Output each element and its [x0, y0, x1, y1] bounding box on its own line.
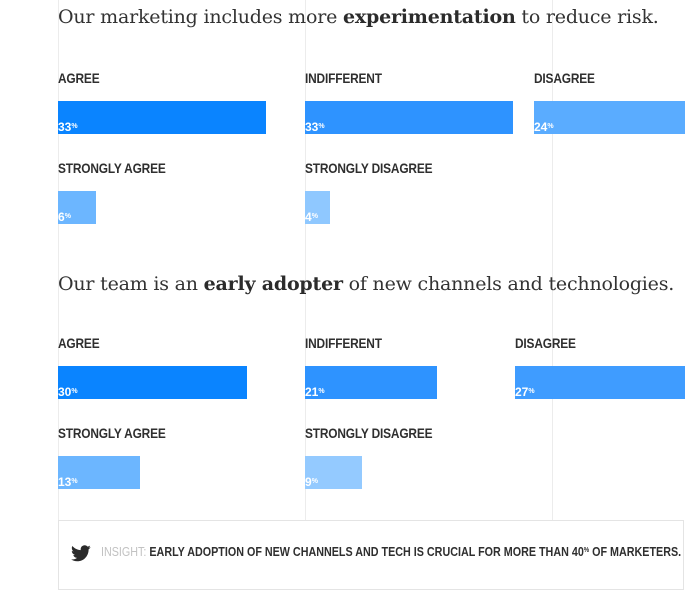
- insight-percent-sign: %: [583, 547, 590, 554]
- bar: 30%: [58, 366, 247, 399]
- title-part: Our team is an: [58, 273, 204, 295]
- chart-title: Our marketing includes more experimentat…: [58, 6, 659, 28]
- category-label: DISAGREE: [515, 335, 576, 351]
- value-label: 9%: [305, 475, 318, 489]
- insight-body: EARLY ADOPTION OF NEW CHANNELS AND TECH …: [146, 545, 584, 559]
- insight-box: INSIGHT: EARLY ADOPTION OF NEW CHANNELS …: [58, 520, 684, 590]
- value-unit: %: [71, 123, 78, 130]
- insight-label: INSIGHT:: [101, 545, 147, 559]
- value-unit: %: [311, 213, 318, 220]
- value-unit: %: [71, 478, 78, 485]
- title-part: of new channels and technologies.: [342, 273, 675, 295]
- value-label: 4%: [305, 210, 318, 224]
- value-label: 27%: [515, 385, 535, 399]
- chart-title: Our team is an early adopter of new chan…: [58, 273, 674, 295]
- value-unit: %: [64, 213, 71, 220]
- guide-line-right: [552, 0, 553, 576]
- value-label: 6%: [58, 210, 71, 224]
- category-label: STRONGLY DISAGREE: [305, 425, 433, 441]
- value-unit: %: [71, 388, 78, 395]
- insight-text: INSIGHT: EARLY ADOPTION OF NEW CHANNELS …: [101, 545, 681, 559]
- guide-line-middle: [305, 0, 306, 576]
- bar: 24%: [534, 101, 685, 134]
- title-emphasis: early adopter: [203, 273, 343, 295]
- value-label: 30%: [58, 385, 78, 399]
- category-label: DISAGREE: [534, 70, 595, 86]
- twitter-icon[interactable]: [71, 545, 91, 562]
- bar: 9%: [305, 456, 362, 489]
- value-unit: %: [318, 388, 325, 395]
- category-label: AGREE: [58, 335, 100, 351]
- value-unit: %: [318, 123, 325, 130]
- category-label: STRONGLY AGREE: [58, 160, 166, 176]
- category-label: STRONGLY DISAGREE: [305, 160, 433, 176]
- category-label: STRONGLY AGREE: [58, 425, 166, 441]
- value-unit: %: [547, 123, 554, 130]
- value-unit: %: [311, 478, 318, 485]
- value-label: 13%: [58, 475, 78, 489]
- bar: 33%: [58, 101, 266, 134]
- value-label: 33%: [305, 120, 325, 134]
- bar: 27%: [515, 366, 685, 399]
- bar: 13%: [58, 456, 140, 489]
- title-part: Our marketing includes more: [58, 6, 343, 28]
- value-label: 33%: [58, 120, 78, 134]
- category-label: AGREE: [58, 70, 100, 86]
- bar: 6%: [58, 191, 96, 224]
- title-emphasis: experimentation: [342, 6, 516, 28]
- guide-line-left: [58, 0, 59, 576]
- category-label: INDIFFERENT: [305, 335, 382, 351]
- value-unit: %: [528, 388, 535, 395]
- bar: 21%: [305, 366, 437, 399]
- bar: 4%: [305, 191, 330, 224]
- category-label: INDIFFERENT: [305, 70, 382, 86]
- value-label: 24%: [534, 120, 554, 134]
- value-label: 21%: [305, 385, 325, 399]
- bar: 33%: [305, 101, 513, 134]
- title-part: to reduce risk.: [515, 6, 659, 28]
- insight-body-end: OF MARKETERS.: [589, 545, 682, 559]
